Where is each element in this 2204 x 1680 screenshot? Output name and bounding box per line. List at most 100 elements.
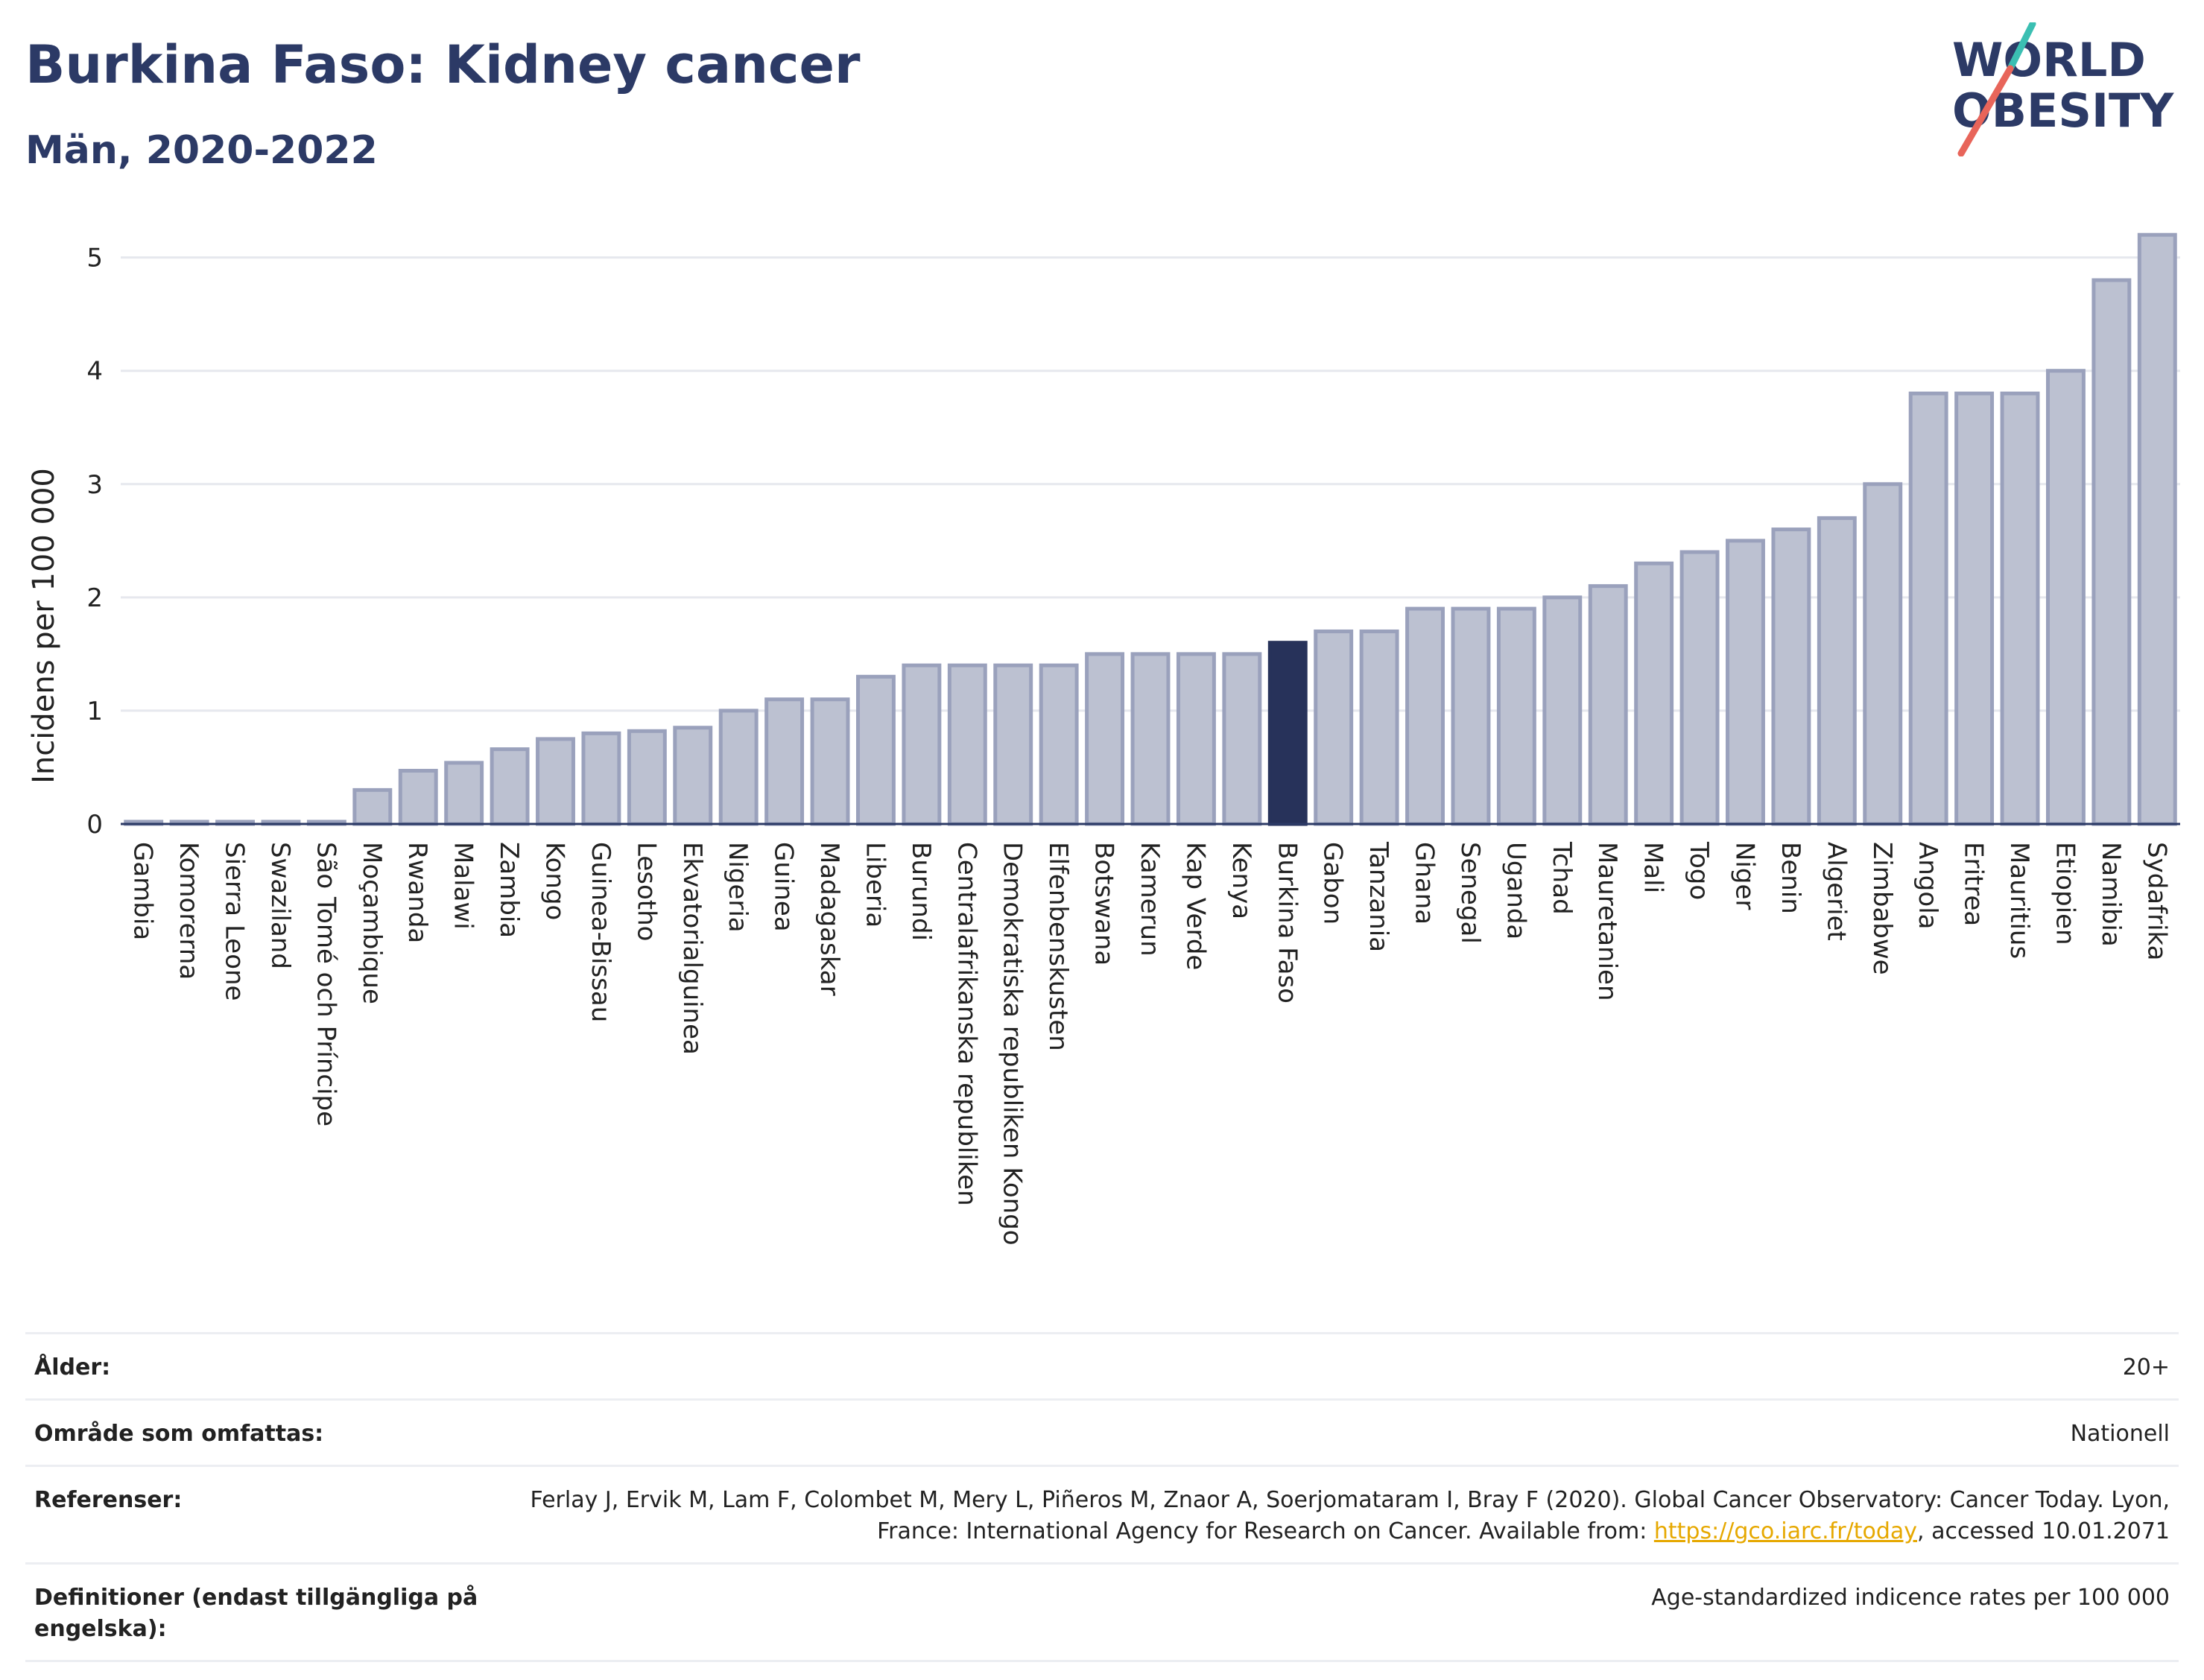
y-tick-label: 1: [86, 697, 103, 726]
bar: [1039, 663, 1079, 826]
bar: [1314, 629, 1354, 826]
bar: [1954, 391, 1995, 826]
bar: [581, 731, 621, 826]
x-category-label: Moçambique: [357, 842, 387, 1004]
x-category-label: Ghana: [1410, 842, 1440, 925]
y-tick-label: 3: [86, 470, 103, 500]
x-category-label: Tanzania: [1364, 841, 1393, 952]
x-category-label: Swaziland: [265, 842, 295, 969]
bar: [1405, 606, 1445, 826]
bar: [2045, 369, 2086, 826]
x-category-label: Benin: [1776, 842, 1805, 914]
info-value-age: 20+: [2122, 1354, 2170, 1381]
bar: [1542, 595, 1583, 826]
x-category-label: Zambia: [494, 842, 524, 938]
bar: [1085, 652, 1125, 826]
bar: [902, 663, 942, 826]
info-label-references: Referenser:: [34, 1487, 183, 1513]
x-category-label: Lesotho: [631, 842, 661, 941]
x-category-label: Zimbabwe: [1867, 842, 1897, 975]
y-tick-label: 2: [86, 583, 103, 613]
x-category-label: Senegal: [1455, 842, 1485, 944]
x-category-label: Niger: [1729, 842, 1759, 910]
info-value-definitions: Age-standardized indicence rates per 100…: [1651, 1585, 2170, 1611]
info-row-age: Ålder: 20+: [25, 1332, 2179, 1398]
bar: [1679, 550, 1720, 826]
bar-chart: 0 1 2 3 4 5 Gambia Komorerna Sierra Leone Swazil…: [27, 232, 2180, 1246]
x-category-label: Guinea-Bissau: [586, 842, 615, 1022]
world-obesity-logo: WORLD OBESITY: [1952, 22, 2174, 156]
x-category-label: Mauritius: [2004, 842, 2034, 959]
x-category-label: Gabon: [1318, 842, 1348, 925]
x-category-label: Togo: [1684, 841, 1714, 900]
x-category-label: Burundi: [906, 842, 936, 941]
bar: [1634, 561, 1674, 826]
bar: [1771, 527, 1811, 826]
x-category-label: Demokratiska republiken Kongo: [998, 842, 1027, 1246]
y-tick-label: 5: [86, 244, 103, 273]
x-category-label: Eritrea: [1959, 842, 1989, 926]
x-category-label: Guinea: [769, 842, 799, 932]
x-category-label: Burkina Faso: [1272, 842, 1302, 1004]
x-category-label: Sierra Leone: [220, 842, 250, 1001]
x-category-label: Malawi: [449, 842, 478, 930]
y-tick-label: 4: [86, 357, 103, 387]
info-row-area: Område som omfattas: Nationell: [25, 1398, 2179, 1465]
page-subtitle: Män, 2020-2022: [25, 128, 378, 173]
y-tick-labels: 0 1 2 3 4 5: [86, 244, 103, 840]
bar: [673, 726, 713, 826]
x-category-label: Kap Verde: [1180, 842, 1210, 970]
reference-link[interactable]: https://gco.iarc.fr/today: [1653, 1518, 1918, 1544]
x-category-label: Botswana: [1089, 842, 1119, 966]
bar: [810, 697, 850, 826]
bar-highlight: [1267, 641, 1308, 826]
x-category-label: Rwanda: [402, 842, 432, 943]
bar: [2091, 278, 2132, 826]
info-row-definitions: Definitioner (endast tillgängliga på eng…: [25, 1562, 2179, 1662]
bar: [1451, 606, 1491, 826]
reference-text: Ferlay J, Ervik M, Lam F, Colombet M, Me…: [530, 1487, 2170, 1544]
bar: [1359, 629, 1399, 826]
y-axis-title: Incidens per 100 000: [27, 468, 61, 784]
x-category-label: São Tomé och Príncipe: [311, 842, 341, 1126]
logo-text-world: WORLD: [1952, 33, 2146, 87]
bar: [2000, 391, 2040, 826]
bar: [947, 663, 987, 826]
x-category-label: Nigeria: [723, 842, 753, 933]
logo-accent-red: [1957, 65, 2014, 156]
x-category-label: Ekvatorialguinea: [677, 842, 707, 1055]
x-category-label: Mauretanien: [1592, 842, 1622, 1001]
info-label-age: Ålder:: [34, 1354, 111, 1381]
bar: [718, 709, 759, 826]
x-category-label: Gambia: [128, 842, 158, 940]
x-category-label: Tchad: [1547, 841, 1577, 915]
x-category-label: Algeriet: [1821, 842, 1851, 941]
bar: [444, 761, 484, 826]
info-table: Ålder: 20+ Område som omfattas: Nationel…: [25, 1332, 2179, 1662]
bar: [1817, 516, 1857, 826]
page-title: Burkina Faso: Kidney cancer: [25, 34, 861, 95]
x-category-label: Kamerun: [1135, 842, 1165, 957]
x-category-label: Sydafrika: [2141, 842, 2171, 960]
bar: [2137, 232, 2177, 826]
x-category-label: Madagaskar: [814, 842, 844, 996]
bars: [124, 232, 2177, 826]
bar: [1588, 584, 1628, 826]
bar: [764, 697, 805, 826]
bar: [1176, 652, 1216, 826]
x-category-label: Liberia: [860, 842, 890, 928]
y-tick-label: 0: [86, 810, 103, 840]
x-category-label: Angola: [1913, 842, 1942, 929]
bar: [627, 729, 667, 826]
x-category-label: Komorerna: [174, 842, 203, 980]
bar: [856, 674, 896, 826]
x-category-label: Uganda: [1501, 842, 1530, 939]
x-category-label: Elfenbenskusten: [1043, 842, 1073, 1051]
bar: [1496, 606, 1536, 826]
bar: [536, 737, 575, 826]
x-category-label: Kongo: [540, 842, 570, 920]
info-label-area: Område som omfattas:: [34, 1421, 324, 1447]
bar: [1726, 539, 1765, 826]
logo-accent-teal: [2007, 22, 2036, 72]
info-value-area: Nationell: [2070, 1421, 2170, 1447]
